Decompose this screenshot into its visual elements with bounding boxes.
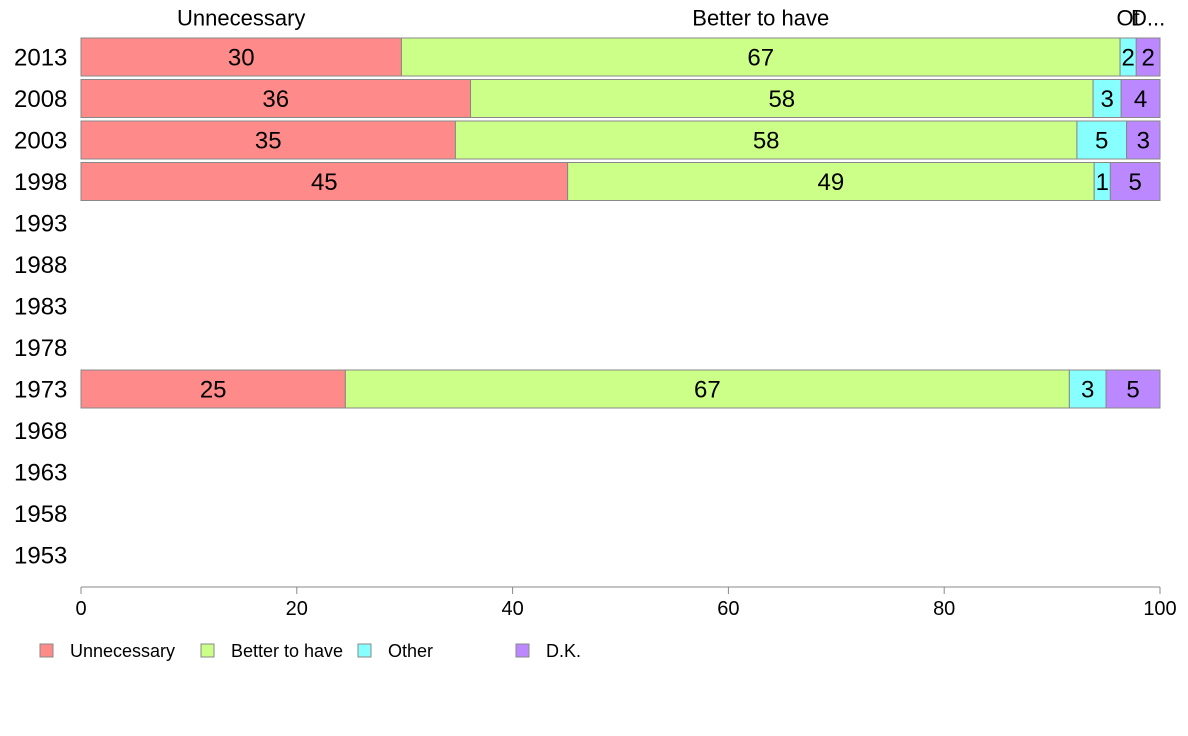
data-label-2003-other: 5 <box>1095 128 1108 155</box>
x-tick-label-80: 80 <box>933 598 955 620</box>
year-label-1978: 1978 <box>14 335 67 362</box>
top-series-label-other: Ot <box>1117 6 1140 31</box>
legend-swatch-d-k- <box>515 643 530 658</box>
bar-segment-2003-unnecessary <box>80 120 456 160</box>
data-label-1998-other: 1 <box>1096 169 1109 196</box>
year-label-1993: 1993 <box>14 211 67 238</box>
bar-segment-1973-d-k- <box>1105 369 1161 409</box>
legend-label-unnecessary: Unnecessary <box>70 641 175 661</box>
legend-label-better-to-have: Better to have <box>231 641 343 661</box>
bar-segment-2013-better-to-have <box>400 37 1121 77</box>
legend-swatch-better-to-have <box>200 643 215 658</box>
top-series-label-unnecessary: Unnecessary <box>177 6 305 31</box>
bar-segment-2003-other <box>1076 120 1128 160</box>
bar-segment-2013-unnecessary <box>80 37 402 77</box>
legend-swatch-unnecessary <box>39 643 54 658</box>
legend-label-d-k-: D.K. <box>546 641 581 661</box>
year-label-1998: 1998 <box>14 169 67 196</box>
year-label-2013: 2013 <box>14 45 67 72</box>
data-label-1973-unnecessary: 25 <box>200 377 227 404</box>
bar-segment-2008-better-to-have <box>470 79 1094 118</box>
data-label-1973-d-k-: 5 <box>1126 377 1139 404</box>
bar-segment-1973-other <box>1068 369 1107 409</box>
bar-segment-1998-unnecessary <box>80 162 569 201</box>
data-label-2008-d-k-: 4 <box>1134 86 1147 113</box>
bar-segment-2008-d-k- <box>1120 79 1161 118</box>
year-label-1963: 1963 <box>14 460 67 487</box>
bar-segment-1998-better-to-have <box>567 162 1095 201</box>
x-tick-label-20: 20 <box>286 598 308 620</box>
data-label-2013-better-to-have: 67 <box>747 45 774 72</box>
x-tick-label-40: 40 <box>501 598 523 620</box>
year-label-1953: 1953 <box>14 543 67 570</box>
data-label-1998-better-to-have: 49 <box>818 169 845 196</box>
data-label-2003-d-k-: 3 <box>1137 128 1150 155</box>
data-label-1998-unnecessary: 45 <box>311 169 338 196</box>
legend-label-other: Other <box>388 641 433 661</box>
bar-segment-2008-other <box>1092 79 1122 118</box>
year-label-1973: 1973 <box>14 377 67 404</box>
data-label-2008-other: 3 <box>1100 86 1113 113</box>
data-label-2013-other: 2 <box>1121 45 1134 72</box>
data-label-2013-unnecessary: 30 <box>228 45 255 72</box>
data-label-2003-better-to-have: 58 <box>753 128 780 155</box>
bar-segment-2013-d-k- <box>1135 37 1161 77</box>
x-tick-label-0: 0 <box>75 598 86 620</box>
bar-segment-2003-d-k- <box>1126 120 1161 160</box>
data-label-2008-better-to-have: 58 <box>768 86 795 113</box>
data-label-1973-better-to-have: 67 <box>694 377 721 404</box>
x-tick-label-60: 60 <box>717 598 739 620</box>
year-label-1988: 1988 <box>14 252 67 279</box>
top-series-label-d-k-: D... <box>1131 6 1165 31</box>
year-label-1958: 1958 <box>14 501 67 528</box>
top-series-label-better-to-have: Better to have <box>692 6 829 31</box>
year-label-2003: 2003 <box>14 128 67 155</box>
bar-segment-2003-better-to-have <box>454 120 1078 160</box>
data-label-2013-d-k-: 2 <box>1141 45 1154 72</box>
data-label-1998-d-k-: 5 <box>1129 169 1142 196</box>
data-label-2003-unnecessary: 35 <box>255 128 282 155</box>
data-label-1973-other: 3 <box>1081 377 1094 404</box>
year-label-2008: 2008 <box>14 86 67 113</box>
x-tick-label-100: 100 <box>1143 598 1176 620</box>
bar-segment-1998-d-k- <box>1109 162 1161 201</box>
year-label-1983: 1983 <box>14 294 67 321</box>
legend-swatch-other <box>357 643 372 658</box>
data-label-2008-unnecessary: 36 <box>262 86 289 113</box>
bar-segment-1973-unnecessary <box>80 369 346 409</box>
bar-segment-1973-better-to-have <box>344 369 1070 409</box>
year-label-1968: 1968 <box>14 418 67 445</box>
